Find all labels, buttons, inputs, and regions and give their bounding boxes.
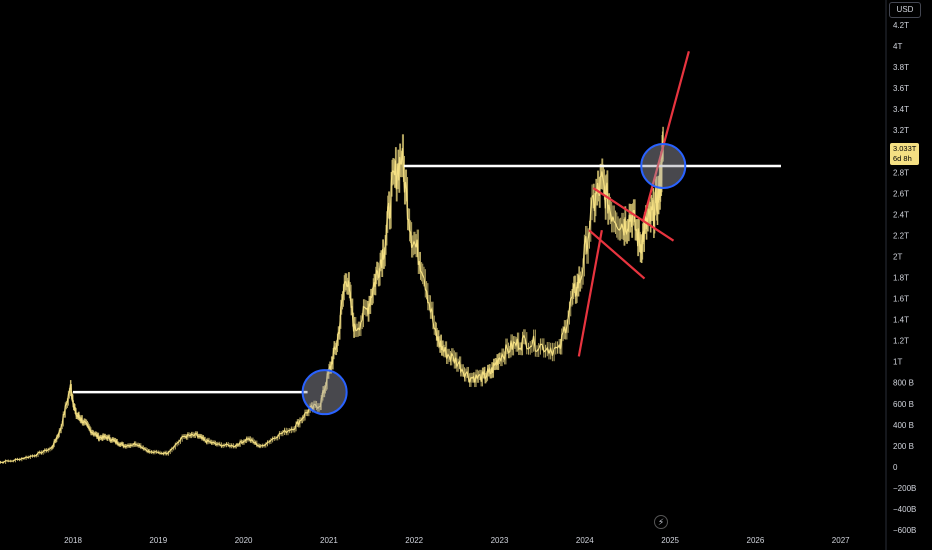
y-tick-label: 1.8T: [893, 274, 909, 283]
x-tick-label: 2022: [405, 536, 423, 545]
y-tick-label: 1.2T: [893, 337, 909, 346]
highlight-circle[interactable]: [301, 369, 348, 416]
y-tick-label: −400B: [893, 505, 916, 514]
y-tick-label: 400 B: [893, 421, 914, 430]
last-price-value: 3.033T: [893, 144, 917, 153]
x-tick-label: 2018: [64, 536, 82, 545]
y-tick-label: 800 B: [893, 379, 914, 388]
trend-line[interactable]: [592, 187, 675, 242]
price-series-line: [0, 140, 664, 464]
y-tick-label: 0: [893, 463, 898, 472]
x-tick-label: 2023: [491, 536, 509, 545]
x-tick-label: 2019: [149, 536, 167, 545]
y-tick-label: 1.6T: [893, 295, 909, 304]
last-price-tag: 3.033T 6d 8h: [890, 143, 919, 165]
y-tick-label: 2.6T: [893, 189, 909, 198]
y-tick-label: 600 B: [893, 400, 914, 409]
x-tick-label: 2027: [832, 536, 850, 545]
trend-line[interactable]: [588, 229, 646, 280]
x-tick-label: 2024: [576, 536, 594, 545]
x-tick-label: 2021: [320, 536, 338, 545]
trend-line[interactable]: [641, 51, 690, 223]
time-axis[interactable]: 2018 2019 2020 2021 2022 2023 2024 2025 2026 2027: [64, 536, 850, 545]
y-tick-label: 3.8T: [893, 63, 909, 72]
y-tick-label: 3.2T: [893, 126, 909, 135]
y-tick-label: 1T: [893, 358, 902, 367]
y-tick-label: 2.4T: [893, 210, 909, 219]
y-tick-label: 200 B: [893, 442, 914, 451]
y-tick-label: −200B: [893, 484, 916, 493]
y-tick-label: 1.4T: [893, 316, 909, 325]
price-axis[interactable]: 4.2T4T3.8T3.6T3.4T3.2T3T2.8T2.6T2.4T2.2T…: [893, 21, 916, 535]
currency-label[interactable]: USD: [889, 2, 921, 18]
lightning-icon[interactable]: ⚡: [654, 515, 668, 529]
highlight-circle[interactable]: [640, 142, 687, 189]
y-tick-label: 4.2T: [893, 21, 909, 30]
y-tick-label: 2T: [893, 252, 902, 261]
x-tick-label: 2025: [661, 536, 679, 545]
plot-area: [0, 51, 781, 464]
x-tick-label: 2020: [235, 536, 253, 545]
y-tick-label: −600B: [893, 526, 916, 535]
y-tick-label: 2.2T: [893, 231, 909, 240]
y-tick-label: 4T: [893, 42, 902, 51]
y-tick-label: 2.8T: [893, 168, 909, 177]
y-tick-label: 3.4T: [893, 105, 909, 114]
bar-countdown: 6d 8h: [893, 154, 912, 163]
x-tick-label: 2026: [747, 536, 765, 545]
y-tick-label: 3.6T: [893, 84, 909, 93]
trend-line[interactable]: [577, 229, 603, 357]
